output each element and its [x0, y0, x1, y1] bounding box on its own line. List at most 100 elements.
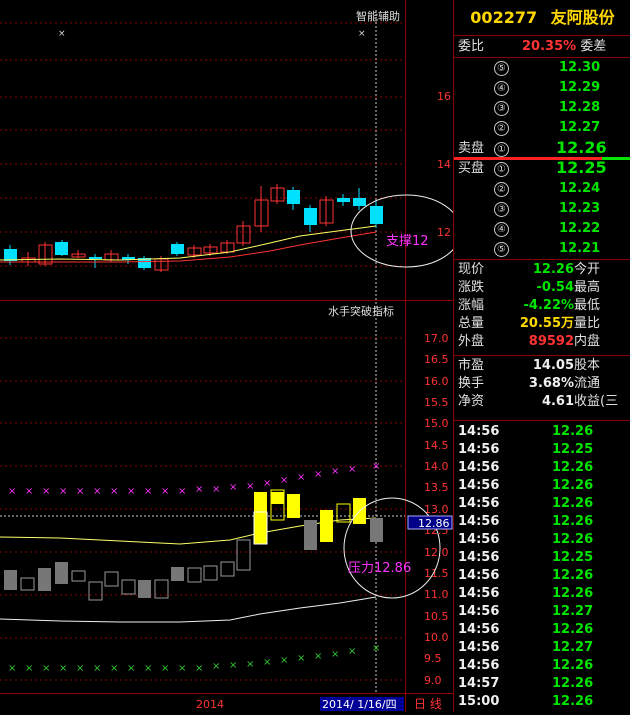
tick-price: 12.26	[552, 622, 594, 637]
stat-tail: 内盘	[574, 334, 601, 349]
tick-time: 14:56	[458, 658, 500, 673]
bottom-axis-label: 14.5	[424, 439, 449, 452]
price-marker-label: 12.86	[418, 517, 450, 530]
ask-price-4: 12.29	[559, 80, 601, 95]
stock-code: 002277	[470, 8, 538, 27]
stat-tail: 今开	[574, 262, 601, 277]
bid-level-2-icon: ②	[494, 182, 509, 197]
bid-price-2: 12.24	[559, 181, 601, 196]
stat-row: 涨幅 -4.22%最低	[458, 297, 630, 315]
tick-time: 14:56	[458, 460, 500, 475]
svg-text:×: ×	[195, 663, 203, 674]
ask-level-1-icon: ①	[494, 142, 509, 157]
bottom-axis-label: 17.0	[424, 332, 449, 345]
tick-price: 12.26	[552, 532, 594, 547]
bid-ask-divider-red	[454, 157, 602, 160]
svg-text:×: ×	[93, 663, 101, 674]
stat-value: 20.55万	[519, 316, 575, 331]
bottom-axis-label: 16.5	[424, 353, 449, 366]
ask-level-2-icon: ②	[494, 121, 509, 136]
svg-text:×: ×	[144, 486, 152, 497]
stat-tail: 流通	[574, 376, 601, 391]
ma-line-long	[0, 231, 377, 263]
sell-label: 卖盘	[458, 141, 485, 156]
divider	[454, 355, 630, 356]
bid-ask-divider-green	[602, 157, 630, 160]
tick-price: 12.26	[552, 460, 594, 475]
tick-price: 12.25	[552, 550, 594, 565]
stat-row: 换手 3.68%流通	[458, 375, 630, 393]
svg-text:×: ×	[212, 484, 220, 495]
bottom-axis-label: 12.0	[424, 546, 449, 559]
bottom-indicator-title[interactable]: 水手突破指标	[328, 304, 394, 318]
tick-row: 14:56 12.26	[454, 513, 630, 531]
svg-text:×: ×	[331, 466, 339, 477]
stat-label: 换手	[458, 376, 485, 391]
tick-price: 12.26	[552, 424, 594, 439]
stat-tail: 最高	[574, 280, 601, 295]
tick-row: 14:56 12.26	[454, 585, 630, 603]
tick-row: 14:56 12.26	[454, 531, 630, 549]
tick-row: 14:56 12.25	[454, 441, 630, 459]
bottom-axis-label: 9.5	[424, 652, 442, 665]
tick-row: 14:56 12.26	[454, 621, 630, 639]
tick-price: 12.26	[552, 568, 594, 583]
bid-price-3: 12.23	[559, 201, 601, 216]
svg-text:×: ×	[212, 661, 220, 672]
svg-text:×: ×	[178, 486, 186, 497]
stat-label: 涨幅	[458, 298, 485, 313]
stat-label: 市盈	[458, 358, 485, 373]
stat-value: 4.61	[541, 394, 575, 409]
stat-tail: 股本	[574, 358, 601, 373]
tick-price: 12.26	[552, 496, 594, 511]
period-label[interactable]: 日 线	[414, 697, 442, 711]
tick-row: 15:00 12.26	[454, 693, 630, 711]
bottom-axis-label: 14.0	[424, 460, 449, 473]
stat-row: 现价 12.26今开	[458, 261, 630, 279]
stat-label: 现价	[458, 262, 485, 277]
stat-row: 总量 20.55万量比	[458, 315, 630, 333]
stat-row: 外盘 89592内盘	[458, 333, 630, 351]
chart-grid	[0, 0, 453, 712]
svg-text:×: ×	[263, 478, 271, 489]
tick-time: 14:56	[458, 424, 500, 439]
ask-price-2: 12.27	[559, 120, 601, 135]
tick-row: 14:56 12.26	[454, 567, 630, 585]
bottom-axis-label: 15.5	[424, 396, 449, 409]
weibi-label: 委比	[458, 39, 485, 54]
quote-panel: 002277 友阿股份 委比 20.35% 委差 ⑤ 12.30 ④ 12.29…	[453, 0, 630, 712]
svg-text:×: ×	[8, 486, 16, 497]
svg-text:×: ×	[280, 655, 288, 666]
tick-row: 14:56 12.26	[454, 657, 630, 675]
tick-row: 14:56 12.26	[454, 477, 630, 495]
top-indicator-title[interactable]: 智能辅助	[356, 9, 400, 23]
svg-text:×: ×	[144, 663, 152, 674]
svg-text:×: ×	[372, 461, 380, 472]
bid-level-1-icon: ①	[494, 162, 509, 177]
svg-text:×: ×	[280, 475, 288, 486]
high-marker-icon: ×	[58, 29, 66, 39]
stat-value: 12.26	[532, 262, 575, 277]
tick-price: 12.27	[552, 640, 594, 655]
kline-chart-area[interactable]: 16 14 12 17.0 16.5 16.0 15.5 15.0 14.5 1…	[0, 0, 462, 712]
ask-price-5: 12.30	[559, 60, 601, 75]
tick-time: 14:56	[458, 604, 500, 619]
tick-price: 12.26	[552, 514, 594, 529]
tick-time: 14:57	[458, 676, 500, 691]
weicha-label: 委差	[580, 39, 607, 54]
ask-level-5-icon: ⑤	[494, 61, 509, 76]
ask-price-1: 12.26	[556, 138, 607, 157]
bottom-axis-label: 16.0	[424, 375, 449, 388]
ask-price-3: 12.28	[559, 100, 601, 115]
bottom-axis-label: 9.0	[424, 674, 442, 687]
tick-row: 14:56 12.26	[454, 423, 630, 441]
bid-level-5-icon: ⑤	[494, 242, 509, 257]
svg-text:×: ×	[42, 663, 50, 674]
stat-value: 14.05	[532, 358, 575, 373]
pressure-annotation-circle	[343, 497, 441, 599]
svg-text:×: ×	[229, 482, 237, 493]
bottom-axis-label: 11.5	[424, 567, 449, 580]
stat-value: -4.22%	[523, 298, 575, 313]
stat-tail: 最低	[574, 298, 601, 313]
upper-band-markers: × × × × × × × × × × × × × × × × × × × × × ×	[8, 461, 380, 497]
